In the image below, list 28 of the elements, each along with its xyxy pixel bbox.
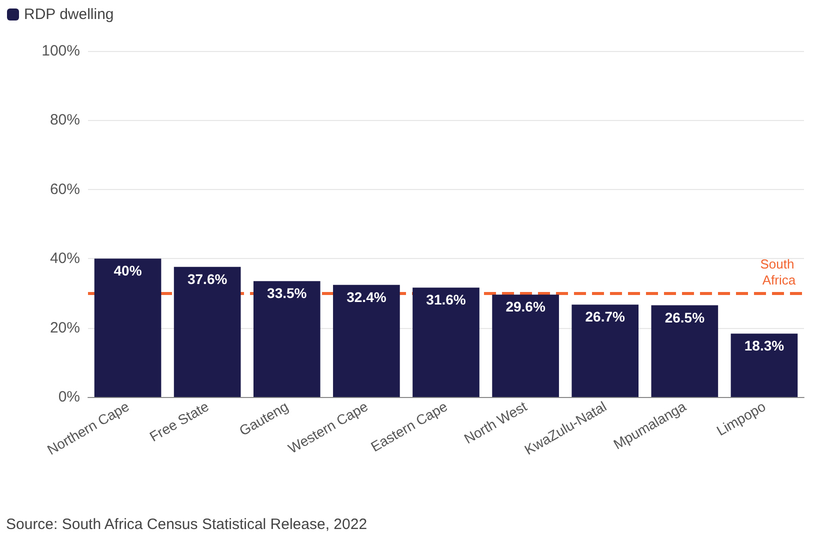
bar [651, 305, 718, 397]
bar [572, 304, 639, 397]
bar [333, 284, 400, 397]
data-label: 29.6% [506, 298, 546, 315]
data-label: 26.5% [664, 309, 706, 326]
data-label: 31.6% [426, 292, 466, 308]
data-label: 26.7% [585, 308, 626, 325]
y-tick-label: 0% [58, 388, 80, 406]
bar [253, 281, 320, 397]
data-label: 32.4% [346, 288, 387, 305]
bar [412, 288, 480, 397]
x-tick-label: Free State [146, 398, 212, 445]
y-tick-label: 40% [50, 250, 80, 268]
y-tick-label: 80% [50, 112, 80, 129]
y-tick-label: 60% [50, 180, 80, 198]
y-tick-label: 100% [42, 42, 80, 60]
bar [492, 294, 559, 397]
data-label: 33.5% [267, 285, 308, 302]
bar [174, 266, 241, 397]
data-label: 40% [114, 262, 142, 279]
ref-line-label: South Africa [760, 256, 798, 288]
data-label: 37.6% [187, 270, 228, 287]
bar [94, 258, 162, 397]
y-tick-label: 20% [50, 319, 80, 336]
legend-label: RDP dwelling [24, 6, 114, 23]
data-label: 18.3% [744, 338, 785, 354]
source-note: Source: South Africa Census Statistical Release, 2022 [6, 516, 368, 533]
bar [730, 334, 798, 397]
